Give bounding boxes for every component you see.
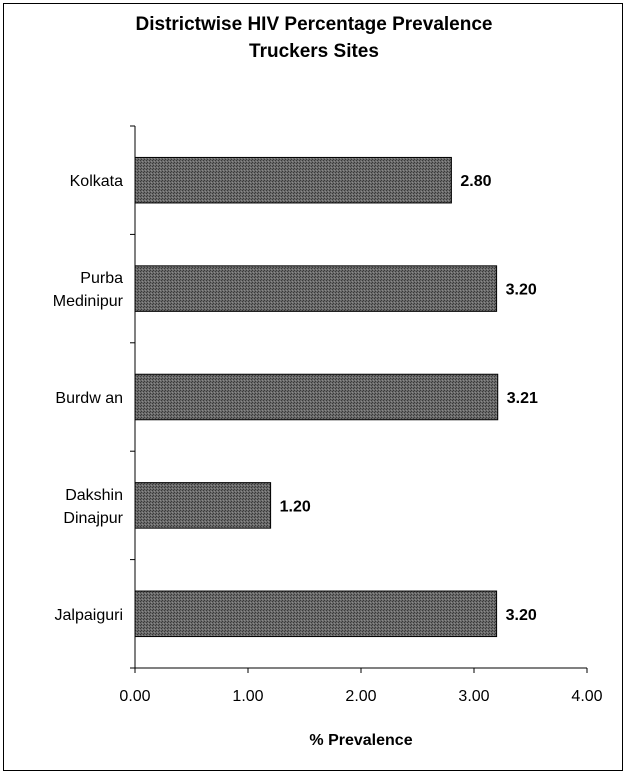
bar — [134, 156, 452, 204]
x-tick-label: 1.00 — [232, 688, 263, 705]
x-tick-label: 0.00 — [119, 688, 150, 705]
x-tick-label: 2.00 — [345, 688, 376, 705]
category-label: Jalpaiguri — [55, 607, 123, 624]
data-label: 3.20 — [506, 282, 537, 299]
bar — [134, 265, 498, 312]
data-label: 1.20 — [280, 498, 311, 515]
category-label: Kolkata — [70, 173, 123, 190]
x-tick-label: 3.00 — [458, 688, 489, 705]
data-label: 3.21 — [507, 390, 538, 407]
bar — [134, 590, 498, 638]
category-label: Burdw an — [55, 390, 123, 407]
x-tick-label: 4.00 — [571, 688, 602, 705]
data-label: 2.80 — [460, 173, 491, 190]
category-label: Purba — [80, 270, 123, 287]
category-label: Dinajpur — [63, 510, 123, 527]
category-label: Dakshin — [65, 487, 123, 504]
x-axis-title: % Prevalence — [309, 732, 412, 749]
chart-title-line-1: Districtwise HIV Percentage Prevalence — [135, 14, 493, 35]
bar — [134, 373, 499, 421]
bar — [134, 482, 272, 529]
category-label: Medinipur — [53, 293, 124, 310]
chart-title-line-2: Truckers Sites — [249, 41, 379, 62]
data-label: 3.20 — [506, 607, 537, 624]
